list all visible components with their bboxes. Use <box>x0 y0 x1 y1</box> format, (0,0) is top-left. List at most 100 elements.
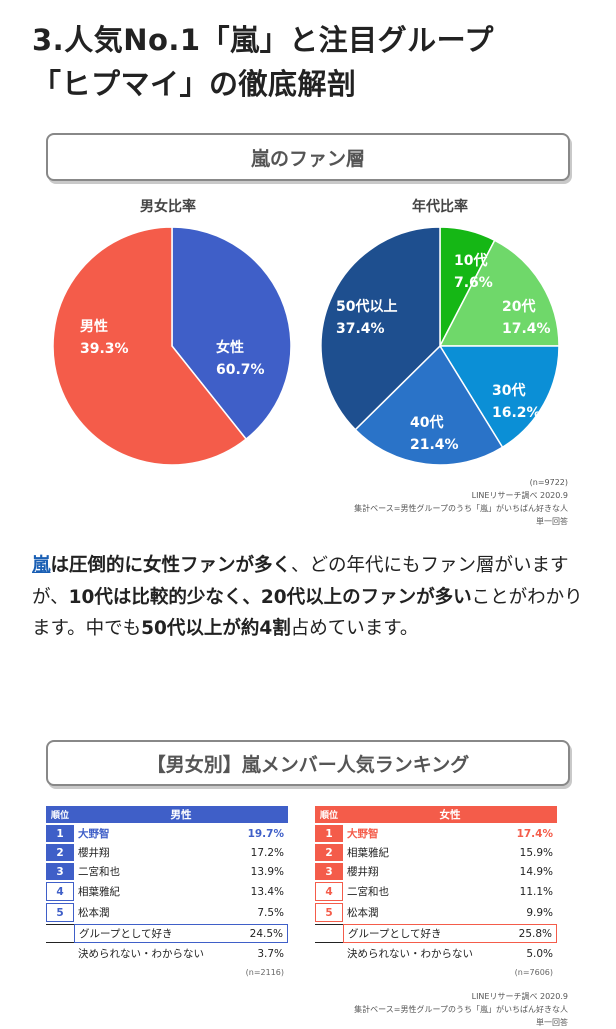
pie-label-age-20-pct: 17.4% <box>502 321 551 337</box>
para-text-1: 、どの年代にもファン層がいますが、 <box>32 555 569 608</box>
pie-label-age-50-name: 50代以上 <box>336 299 398 315</box>
heading-line-2: 「ヒプマイ」の徹底解剖 <box>32 67 357 101</box>
pie-label-age-50: 50代以上 37.4% <box>336 296 397 340</box>
female-rank-cell: 5 <box>315 903 343 922</box>
female-name-cell: 櫻井翔 <box>347 866 379 878</box>
pie-label-male-name: 男性 <box>80 319 108 335</box>
male-group-row: グループとして好き 24.5% <box>46 924 288 943</box>
male-group-spacer <box>46 924 74 943</box>
pie-label-male-pct: 39.3% <box>80 341 129 357</box>
male-unknown-spacer <box>46 945 74 962</box>
male-n-row: (n=2116) <box>46 964 288 981</box>
male-pct-cell: 13.4% <box>250 885 284 898</box>
female-name-cell: 松本潤 <box>347 907 379 919</box>
female-group-pct: 25.8% <box>502 924 557 943</box>
heading-line-1: 3.人気No.1「嵐」と注目グループ <box>32 23 494 57</box>
pie-label-female: 女性 60.7% <box>216 337 265 381</box>
male-title-header: 男性 <box>74 806 288 823</box>
female-row: 3 櫻井翔 14.9% <box>315 863 557 880</box>
female-rank-cell: 3 <box>315 863 343 880</box>
female-row: 1 大野智 17.4% <box>315 825 557 842</box>
age-slice-3 <box>354 344 504 466</box>
male-rank-cell: 4 <box>46 882 74 901</box>
female-header-row: 順位 女性 <box>315 806 557 823</box>
male-name-cell: 二宮和也 <box>78 866 120 878</box>
female-group-row: グループとして好き 25.8% <box>315 924 557 943</box>
pie-label-age-40-pct: 21.4% <box>410 437 459 453</box>
male-rank-header: 順位 <box>46 806 74 823</box>
pie-label-age-30: 30代 16.2% <box>492 380 541 424</box>
ranking-source-note: LINEリサーチ調べ 2020.9 <box>471 992 568 1001</box>
fan-section-header: 嵐のファン層 <box>46 133 570 181</box>
para-text-2: ことがわかります。中でも <box>32 586 583 640</box>
female-pct-cell: 15.9% <box>519 846 553 859</box>
fan-answer-note: 単一回答 <box>536 517 568 526</box>
female-unknown-row: 決められない・わからない 5.0% <box>315 945 557 962</box>
fan-n-note: (n=9722) <box>529 478 568 487</box>
gender-chart-title: 男女比率 <box>140 199 196 215</box>
female-pct-cell: 11.1% <box>519 885 553 898</box>
female-unknown-pct: 5.0% <box>526 947 553 960</box>
male-group-pct: 24.5% <box>233 924 288 943</box>
female-ranking-table: 順位 女性 1 大野智 17.4% 2 相葉雅紀 15.9% 3 櫻井翔 14.9% 4 二宮和也 11.… <box>315 804 557 983</box>
age-pie-chart <box>320 226 560 466</box>
female-pct-cell: 14.9% <box>519 865 553 878</box>
female-title-header: 女性 <box>343 806 557 823</box>
female-rank-cell: 1 <box>315 825 343 842</box>
female-n-spacer <box>315 964 343 981</box>
ranking-answer-note: 単一回答 <box>536 1018 568 1027</box>
article-paragraph: 嵐は圧倒的に女性ファンが多く、どの年代にもファン層がいますが、10代は比較的少な… <box>32 550 584 645</box>
ranking-section-header: 【男女別】嵐メンバー人気ランキング <box>46 740 570 786</box>
pie-label-female-name: 女性 <box>216 340 244 356</box>
female-rank-cell: 2 <box>315 844 343 861</box>
male-pct-cell: 17.2% <box>250 846 284 859</box>
female-pct-cell: 9.9% <box>526 906 553 919</box>
age-slice-4 <box>320 226 441 431</box>
male-rank-cell: 5 <box>46 903 74 922</box>
male-header-row: 順位 男性 <box>46 806 288 823</box>
male-row: 5 松本潤 7.5% <box>46 903 288 922</box>
para-bold-1: は圧倒的に女性ファンが多く <box>50 555 292 576</box>
male-n-spacer <box>46 964 74 981</box>
pie-label-age-10-name: 10代 <box>454 253 488 269</box>
article-heading: 3.人気No.1「嵐」と注目グループ 「ヒプマイ」の徹底解剖 <box>32 18 592 106</box>
male-ranking-table: 順位 男性 1 大野智 19.7% 2 櫻井翔 17.2% 3 二宮和也 13.9% 4 相葉雅紀 13.… <box>46 804 288 983</box>
ranking-notes: LINEリサーチ調べ 2020.9 集計ベース=男性グループのうち「嵐」がいちば… <box>354 990 568 1029</box>
male-n-note: (n=2116) <box>245 968 284 977</box>
pie-label-age-10: 10代 7.6% <box>454 250 493 294</box>
female-row: 2 相葉雅紀 15.9% <box>315 844 557 861</box>
male-name-cell: 松本潤 <box>78 907 110 919</box>
male-row: 1 大野智 19.7% <box>46 825 288 842</box>
gender-pie-chart <box>52 226 292 466</box>
fan-chart-notes: (n=9722) LINEリサーチ調べ 2020.9 集計ベース=男性グループの… <box>354 476 568 528</box>
female-row: 4 二宮和也 11.1% <box>315 882 557 901</box>
female-group-spacer <box>315 924 343 943</box>
female-name-cell: 大野智 <box>347 828 379 840</box>
pie-label-age-50-pct: 37.4% <box>336 321 385 337</box>
female-rank-header: 順位 <box>315 806 343 823</box>
male-group-name: グループとして好き <box>74 924 233 943</box>
male-rank-cell: 3 <box>46 863 74 880</box>
male-rank-cell: 2 <box>46 844 74 861</box>
pie-label-female-pct: 60.7% <box>216 362 265 378</box>
male-row: 2 櫻井翔 17.2% <box>46 844 288 861</box>
arashi-link[interactable]: 嵐 <box>32 555 51 576</box>
female-name-cell: 相葉雅紀 <box>347 847 389 859</box>
female-n-note: (n=7606) <box>514 968 553 977</box>
male-row: 3 二宮和也 13.9% <box>46 863 288 880</box>
para-bold-2: 10代は比較的少なく、20代以上のファンが多い <box>68 586 472 608</box>
male-name-cell: 大野智 <box>78 828 110 840</box>
male-rank-cell: 1 <box>46 825 74 842</box>
pie-label-male: 男性 39.3% <box>80 316 129 360</box>
male-unknown-pct: 3.7% <box>257 947 284 960</box>
para-bold-3: 50代以上が約4割 <box>141 618 291 639</box>
male-name-cell: 相葉雅紀 <box>78 886 120 898</box>
gender-slice-0 <box>171 226 292 441</box>
pie-label-age-40: 40代 21.4% <box>410 412 459 456</box>
gender-slice-1 <box>52 226 248 466</box>
female-unknown-spacer <box>315 945 343 962</box>
para-text-3: 占めています。 <box>290 618 419 639</box>
female-rank-cell: 4 <box>315 882 343 901</box>
male-pct-cell: 7.5% <box>257 906 284 919</box>
male-row: 4 相葉雅紀 13.4% <box>46 882 288 901</box>
